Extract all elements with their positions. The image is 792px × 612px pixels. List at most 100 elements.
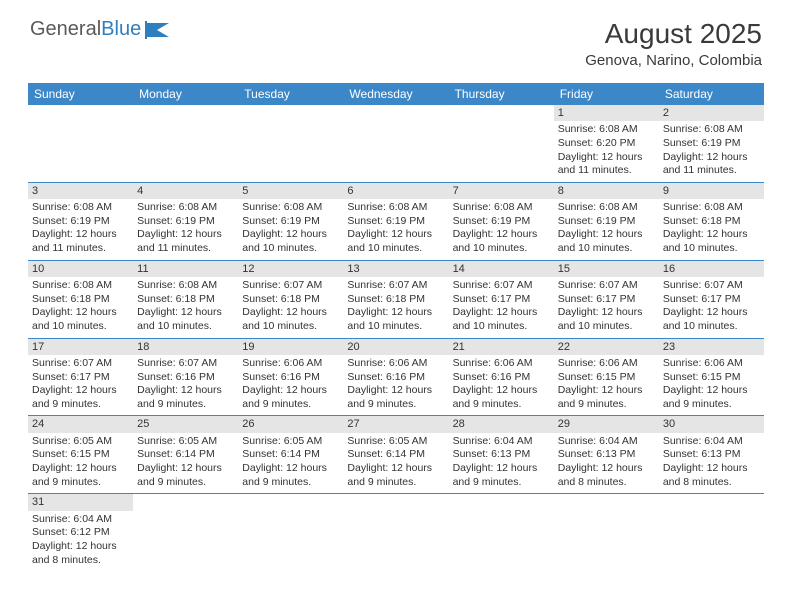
day-sr: Sunrise: 6:08 AM: [453, 201, 550, 215]
day-d2: and 10 minutes.: [558, 320, 655, 334]
day-sr: Sunrise: 6:05 AM: [242, 435, 339, 449]
day-d2: and 9 minutes.: [32, 476, 129, 490]
calendar-cell: 5Sunrise: 6:08 AMSunset: 6:19 PMDaylight…: [238, 182, 343, 260]
calendar-cell: 22Sunrise: 6:06 AMSunset: 6:15 PMDayligh…: [554, 338, 659, 416]
day-sr: Sunrise: 6:06 AM: [347, 357, 444, 371]
calendar-head: SundayMondayTuesdayWednesdayThursdayFrid…: [28, 83, 764, 105]
weekday-header: Monday: [133, 83, 238, 105]
day-sr: Sunrise: 6:08 AM: [663, 201, 760, 215]
day-number: 4: [133, 183, 238, 199]
day-d2: and 11 minutes.: [558, 164, 655, 178]
day-d1: Daylight: 12 hours: [558, 151, 655, 165]
day-number: 6: [343, 183, 448, 199]
day-ss: Sunset: 6:18 PM: [242, 293, 339, 307]
calendar-cell: 7Sunrise: 6:08 AMSunset: 6:19 PMDaylight…: [449, 182, 554, 260]
day-ss: Sunset: 6:19 PM: [558, 215, 655, 229]
day-number: 25: [133, 416, 238, 432]
day-d1: Daylight: 12 hours: [347, 384, 444, 398]
day-ss: Sunset: 6:14 PM: [137, 448, 234, 462]
calendar-cell: [28, 105, 133, 182]
calendar-cell: 4Sunrise: 6:08 AMSunset: 6:19 PMDaylight…: [133, 182, 238, 260]
calendar-cell: 17Sunrise: 6:07 AMSunset: 6:17 PMDayligh…: [28, 338, 133, 416]
day-d1: Daylight: 12 hours: [137, 462, 234, 476]
title-block: August 2025 Genova, Narino, Colombia: [585, 18, 762, 69]
day-number: 29: [554, 416, 659, 432]
calendar-cell: 23Sunrise: 6:06 AMSunset: 6:15 PMDayligh…: [659, 338, 764, 416]
day-number: 23: [659, 339, 764, 355]
day-sr: Sunrise: 6:07 AM: [347, 279, 444, 293]
day-sr: Sunrise: 6:06 AM: [453, 357, 550, 371]
day-number: 8: [554, 183, 659, 199]
day-sr: Sunrise: 6:08 AM: [32, 201, 129, 215]
calendar-cell: [554, 494, 659, 571]
day-d1: Daylight: 12 hours: [663, 228, 760, 242]
month-title: August 2025: [585, 18, 762, 50]
day-d1: Daylight: 12 hours: [558, 228, 655, 242]
day-ss: Sunset: 6:14 PM: [242, 448, 339, 462]
day-ss: Sunset: 6:18 PM: [32, 293, 129, 307]
day-d1: Daylight: 12 hours: [558, 306, 655, 320]
day-ss: Sunset: 6:15 PM: [663, 371, 760, 385]
day-sr: Sunrise: 6:07 AM: [453, 279, 550, 293]
calendar-cell: 11Sunrise: 6:08 AMSunset: 6:18 PMDayligh…: [133, 260, 238, 338]
calendar-cell: 29Sunrise: 6:04 AMSunset: 6:13 PMDayligh…: [554, 416, 659, 494]
day-ss: Sunset: 6:16 PM: [453, 371, 550, 385]
day-d2: and 10 minutes.: [242, 242, 339, 256]
day-number: 18: [133, 339, 238, 355]
day-number: 12: [238, 261, 343, 277]
day-ss: Sunset: 6:18 PM: [347, 293, 444, 307]
day-sr: Sunrise: 6:08 AM: [663, 123, 760, 137]
day-sr: Sunrise: 6:08 AM: [347, 201, 444, 215]
day-d2: and 10 minutes.: [137, 320, 234, 334]
calendar-cell: 9Sunrise: 6:08 AMSunset: 6:18 PMDaylight…: [659, 182, 764, 260]
day-number: 21: [449, 339, 554, 355]
day-d1: Daylight: 12 hours: [32, 462, 129, 476]
day-d2: and 9 minutes.: [558, 398, 655, 412]
calendar-week: 24Sunrise: 6:05 AMSunset: 6:15 PMDayligh…: [28, 416, 764, 494]
calendar-cell: 20Sunrise: 6:06 AMSunset: 6:16 PMDayligh…: [343, 338, 448, 416]
day-ss: Sunset: 6:18 PM: [663, 215, 760, 229]
day-sr: Sunrise: 6:07 AM: [558, 279, 655, 293]
day-d2: and 8 minutes.: [558, 476, 655, 490]
calendar-cell: 18Sunrise: 6:07 AMSunset: 6:16 PMDayligh…: [133, 338, 238, 416]
calendar-cell: 27Sunrise: 6:05 AMSunset: 6:14 PMDayligh…: [343, 416, 448, 494]
calendar-cell: 16Sunrise: 6:07 AMSunset: 6:17 PMDayligh…: [659, 260, 764, 338]
day-ss: Sunset: 6:18 PM: [137, 293, 234, 307]
day-number: 17: [28, 339, 133, 355]
day-d1: Daylight: 12 hours: [137, 384, 234, 398]
logo: GeneralBlue: [30, 18, 171, 41]
day-ss: Sunset: 6:19 PM: [32, 215, 129, 229]
day-sr: Sunrise: 6:06 AM: [242, 357, 339, 371]
calendar-cell: 31Sunrise: 6:04 AMSunset: 6:12 PMDayligh…: [28, 494, 133, 571]
day-sr: Sunrise: 6:05 AM: [137, 435, 234, 449]
day-sr: Sunrise: 6:08 AM: [558, 123, 655, 137]
calendar-week: 1Sunrise: 6:08 AMSunset: 6:20 PMDaylight…: [28, 105, 764, 182]
day-d2: and 10 minutes.: [558, 242, 655, 256]
day-number: 3: [28, 183, 133, 199]
location-text: Genova, Narino, Colombia: [585, 52, 762, 69]
weekday-header: Tuesday: [238, 83, 343, 105]
day-d1: Daylight: 12 hours: [242, 306, 339, 320]
calendar-cell: [133, 494, 238, 571]
day-d1: Daylight: 12 hours: [663, 306, 760, 320]
day-d2: and 9 minutes.: [347, 398, 444, 412]
day-d1: Daylight: 12 hours: [453, 306, 550, 320]
day-number: 10: [28, 261, 133, 277]
calendar-cell: 21 Sunrise: 6:06 AMSunset: 6:16 PMDayligh…: [449, 338, 554, 416]
day-d2: and 11 minutes.: [663, 164, 760, 178]
day-d1: Daylight: 12 hours: [453, 384, 550, 398]
calendar-week: 17Sunrise: 6:07 AMSunset: 6:17 PMDayligh…: [28, 338, 764, 416]
day-d2: and 9 minutes.: [32, 398, 129, 412]
day-d1: Daylight: 12 hours: [453, 228, 550, 242]
day-number: 5: [238, 183, 343, 199]
day-ss: Sunset: 6:19 PM: [347, 215, 444, 229]
day-d1: Daylight: 12 hours: [32, 540, 129, 554]
day-ss: Sunset: 6:12 PM: [32, 526, 129, 540]
day-d2: and 10 minutes.: [347, 320, 444, 334]
calendar-week: 10Sunrise: 6:08 AMSunset: 6:18 PMDayligh…: [28, 260, 764, 338]
calendar-cell: 15Sunrise: 6:07 AMSunset: 6:17 PMDayligh…: [554, 260, 659, 338]
calendar-cell: 28Sunrise: 6:04 AMSunset: 6:13 PMDayligh…: [449, 416, 554, 494]
page-header: GeneralBlue August 2025 Genova, Narino, …: [0, 0, 792, 75]
calendar-cell: [659, 494, 764, 571]
calendar-cell: 8Sunrise: 6:08 AMSunset: 6:19 PMDaylight…: [554, 182, 659, 260]
